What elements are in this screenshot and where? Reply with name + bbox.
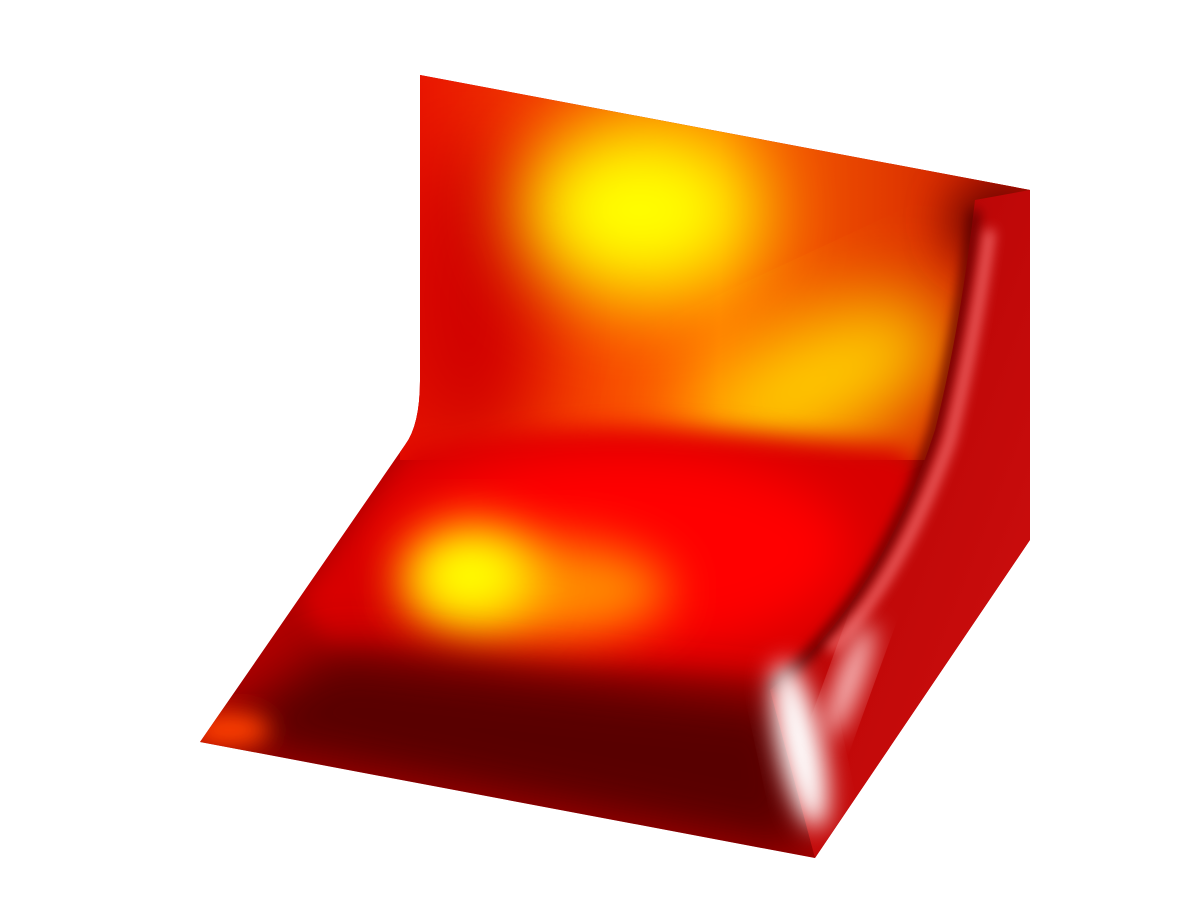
specular-highlight <box>772 661 828 829</box>
floor-highlight <box>405 527 535 623</box>
side-crease <box>766 209 980 694</box>
wall-highlight <box>520 120 760 300</box>
wall-highlight <box>690 299 950 461</box>
wall-shade <box>400 140 540 460</box>
side-sheen <box>827 229 994 653</box>
surface-shading <box>200 75 1030 858</box>
rim-glint <box>200 712 270 748</box>
front-rim <box>200 650 815 858</box>
specular-highlight <box>826 623 874 737</box>
